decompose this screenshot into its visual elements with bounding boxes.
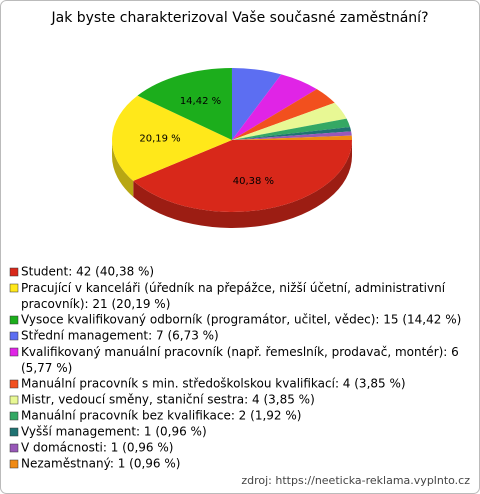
legend-label: Nezaměstnaný: 1 (0,96 %) [21,457,180,471]
legend-line: Kvalifikovaný manuální pracovník (např. … [21,345,459,359]
slice [231,67,282,140]
legend-swatch [9,347,19,357]
slice-label: 40,38 % [233,176,274,187]
slice-side [133,140,352,229]
slice [232,102,347,140]
legend-label: Pracující v kanceláři (úředník na přepáž… [21,281,446,311]
slice [232,118,351,140]
legend-line: pracovník): 21 (20,19 %) [21,297,170,311]
slice [232,127,352,140]
slice [232,74,317,140]
legend-swatch [9,315,19,325]
legend-line: (5,77 %) [21,361,72,375]
slice [137,68,232,140]
legend-swatch [9,283,19,293]
legend-swatch [9,267,19,277]
legend-label: Student: 42 (40,38 %) [21,265,154,279]
legend-label: Kvalifikovaný manuální pracovník (např. … [21,345,459,375]
slice-label: 20,19 % [139,134,180,145]
slice [232,131,352,140]
legend-swatch [9,411,19,421]
legend-label: Vysoce kvalifikovaný odborník (programát… [21,313,461,327]
legend-label: Střední management: 7 (6,73 %) [21,329,219,343]
slice [133,140,352,213]
legend-label: Mistr, vedoucí směny, staniční sestra: 4… [21,393,315,407]
slice [232,89,335,140]
legend-swatch [9,379,19,389]
legend-swatch [9,427,19,437]
chart-title: Jak byste charakterizoval Vaše současné … [50,10,428,26]
legend-label: Vyšší management: 1 (0,96 %) [21,425,207,439]
slice-side [112,140,134,197]
legend-line: Pracující v kanceláři (úředník na přepáž… [21,281,446,295]
legend-swatch [9,459,19,469]
source: zdroj: https://neeticka-reklama.vyplnto.… [241,474,470,487]
slice-label: 14,42 % [180,96,221,107]
legend-swatch [9,443,19,453]
slice [111,95,232,181]
legend-label: V domácnosti: 1 (0,96 %) [21,441,173,455]
slice [232,135,352,140]
legend-swatch [9,395,19,405]
legend-swatch [9,331,19,341]
legend-label: Manuální pracovník s min. středoškolskou… [21,377,406,391]
legend-label: Manuální pracovník bez kvalifikace: 2 (1… [21,409,301,423]
